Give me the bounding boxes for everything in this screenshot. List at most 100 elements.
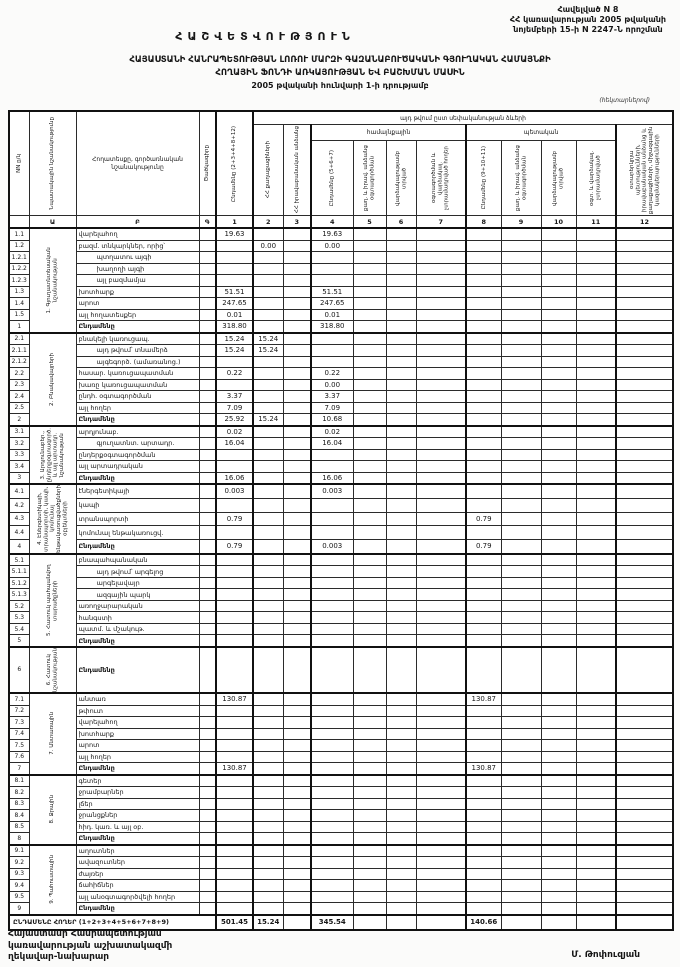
value-cell-col9	[500, 367, 542, 380]
value-cell-col5	[352, 331, 387, 345]
value-cell-col2	[252, 622, 284, 636]
value-cell-col12	[614, 251, 674, 264]
row-number: 1.2.3	[8, 274, 30, 287]
value-cell-col9	[500, 565, 542, 578]
table-row: 7.4 խոտհարք	[8, 727, 674, 741]
col-header-foreign: օտարերկրյա պետությունների, իրավաբանական …	[614, 124, 674, 216]
row-label: տրանսպորտի	[75, 511, 200, 527]
row-number: 2.5	[8, 401, 30, 414]
value-cell-col6	[385, 832, 417, 846]
value-cell-col2	[252, 727, 284, 741]
value-cell-col7	[415, 762, 467, 776]
value-cell-col7	[415, 645, 467, 694]
value-cell-col1: 0.003	[215, 482, 254, 499]
row-label: ժայռեր	[75, 867, 200, 881]
table-row: 9.4 ճահիճներ	[8, 879, 674, 892]
value-cell-col9	[500, 331, 542, 345]
value-cell-col7	[415, 511, 467, 527]
col-header-state-use: քաղ. և իրավ. անձանց օգտագործման	[500, 140, 542, 216]
value-cell-col6	[385, 588, 417, 601]
value-cell-col5	[352, 739, 387, 752]
row-number: 9	[8, 902, 30, 916]
value-cell-col2	[252, 797, 284, 811]
value-cell-col7	[415, 820, 467, 834]
value-cell-col8	[465, 460, 502, 473]
value-cell-col7	[415, 750, 467, 764]
value-cell-col10	[540, 413, 577, 426]
value-cell-col4	[310, 576, 354, 590]
colnum: Ա	[28, 215, 77, 229]
value-cell-col9	[500, 820, 542, 834]
value-cell-col6	[385, 437, 417, 450]
table-row: 5.1.2 արգելավայր	[8, 576, 674, 590]
value-cell-col8	[465, 424, 502, 438]
value-cell-col9	[500, 413, 542, 426]
value-cell-col1: 7.09	[215, 401, 254, 414]
row-number: 5.1.3	[8, 588, 30, 601]
value-cell-col2	[252, 599, 284, 613]
grand-total-col7	[415, 913, 467, 931]
value-cell-col1	[215, 786, 254, 799]
table-row: 1.2.1 պտղատու այգի	[8, 251, 674, 264]
value-cell-col5	[352, 704, 387, 718]
code-cell	[198, 390, 217, 403]
value-cell-col9	[500, 482, 542, 499]
col-header-designation: Նպատակային նշանակությունը	[28, 110, 77, 216]
value-cell-col8	[465, 773, 502, 788]
value-cell-col7	[415, 413, 467, 426]
value-cell-col1	[215, 843, 254, 858]
value-cell-col2	[252, 588, 284, 601]
value-cell-col11	[575, 692, 617, 706]
row-number: 3.2	[8, 437, 30, 450]
value-cell-col4	[310, 773, 354, 788]
row-label: Ընդամենը	[75, 320, 200, 333]
value-cell-col9	[500, 576, 542, 590]
value-cell-col3	[282, 645, 312, 694]
section-label: 4. Էներգետիկայի, տրանսպորտի, կապի, կոմու…	[28, 483, 77, 555]
row-number: 7.2	[8, 704, 30, 718]
value-cell-col8	[465, 786, 502, 799]
value-cell-col5	[352, 890, 387, 904]
value-cell-col4	[310, 692, 354, 706]
value-cell-col3	[282, 251, 312, 264]
value-cell-col11	[575, 239, 617, 252]
value-cell-col6	[385, 727, 417, 741]
value-cell-col4: 51.51	[310, 285, 354, 298]
value-cell-col11	[575, 599, 617, 613]
value-cell-col6	[385, 471, 417, 485]
value-cell-col10	[540, 645, 577, 694]
table-row: 2.1.1 այդ թվում՝ տնամերձ 15.24 15.24	[8, 344, 674, 357]
table-row: 5 Ընդամենը	[8, 634, 674, 648]
value-cell-col5	[352, 611, 387, 624]
row-label: Ընդամենը	[75, 538, 200, 555]
value-cell-col8	[465, 482, 502, 499]
value-cell-col1: 19.63	[215, 227, 254, 241]
code-cell	[198, 401, 217, 414]
table-row: 4.3 տրանսպորտի 0.79 0.79	[8, 511, 674, 527]
table-row: 1 Ընդամենը 318.80 318.80	[8, 320, 674, 333]
value-cell-col8	[465, 750, 502, 764]
value-cell-col6	[385, 552, 417, 567]
value-cell-col11	[575, 497, 617, 513]
table-row: 7.2 թփուտ	[8, 704, 674, 718]
value-cell-col4: 10.68	[310, 413, 354, 426]
value-cell-col9	[500, 750, 542, 764]
value-cell-col6	[385, 599, 417, 613]
value-cell-col3	[282, 797, 312, 811]
value-cell-col10	[540, 367, 577, 380]
value-cell-col5	[352, 727, 387, 741]
code-cell	[198, 471, 217, 485]
value-cell-col4: 0.00	[310, 378, 354, 391]
value-cell-col1	[215, 645, 254, 694]
code-cell	[198, 750, 217, 764]
row-number: 5.1.2	[8, 576, 30, 590]
code-cell	[198, 727, 217, 741]
value-cell-col12	[614, 832, 674, 846]
value-cell-col1: 130.87	[215, 692, 254, 706]
row-number: 3	[8, 471, 30, 485]
row-label: ջրամբարներ	[75, 786, 200, 799]
value-cell-col11	[575, 797, 617, 811]
value-cell-col4	[310, 739, 354, 752]
table-row: 3.4 այլ արտադրական	[8, 460, 674, 473]
